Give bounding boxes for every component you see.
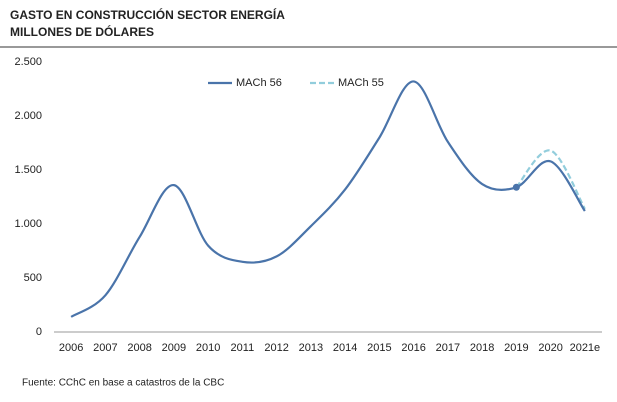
x-tick-label: 2019 <box>504 342 528 354</box>
y-tick-label: 2.500 <box>14 56 42 68</box>
y-tick-label: 0 <box>36 326 42 338</box>
split-marker <box>512 183 520 191</box>
series-line <box>70 80 586 318</box>
x-tick-label: 2013 <box>299 342 323 354</box>
x-tick-label: 2020 <box>538 342 562 354</box>
x-tick-label: 2006 <box>59 342 83 354</box>
x-tick-label: 2014 <box>333 342 357 354</box>
x-tick-label: 2007 <box>93 342 117 354</box>
y-tick-label: 500 <box>24 272 42 284</box>
y-tick-label: 1.000 <box>14 218 42 230</box>
x-tick-label: 2021e <box>570 342 601 354</box>
source-note: Fuente: CChC en base a catastros de la C… <box>22 378 224 389</box>
y-tick-label: 1.500 <box>14 164 42 176</box>
x-tick-label: 2016 <box>401 342 425 354</box>
x-tick-label: 2010 <box>196 342 220 354</box>
x-tick-label: 2012 <box>264 342 288 354</box>
chart-title: GASTO EN CONSTRUCCIÓN SECTOR ENERGÍA <box>10 7 285 22</box>
y-tick-label: 2.000 <box>14 110 42 122</box>
x-tick-label: 2009 <box>162 342 186 354</box>
x-tick-label: 2011 <box>231 342 255 354</box>
x-tick-label: 2008 <box>127 342 151 354</box>
x-tick-label: 2015 <box>367 342 391 354</box>
legend-label: MACh 56 <box>236 77 282 89</box>
x-tick-label: 2018 <box>470 342 494 354</box>
chart-subtitle: MILLONES DE DÓLARES <box>10 24 154 39</box>
x-tick-label: 2017 <box>436 342 460 354</box>
legend-label: MACh 55 <box>338 77 384 89</box>
series-line <box>515 149 586 210</box>
